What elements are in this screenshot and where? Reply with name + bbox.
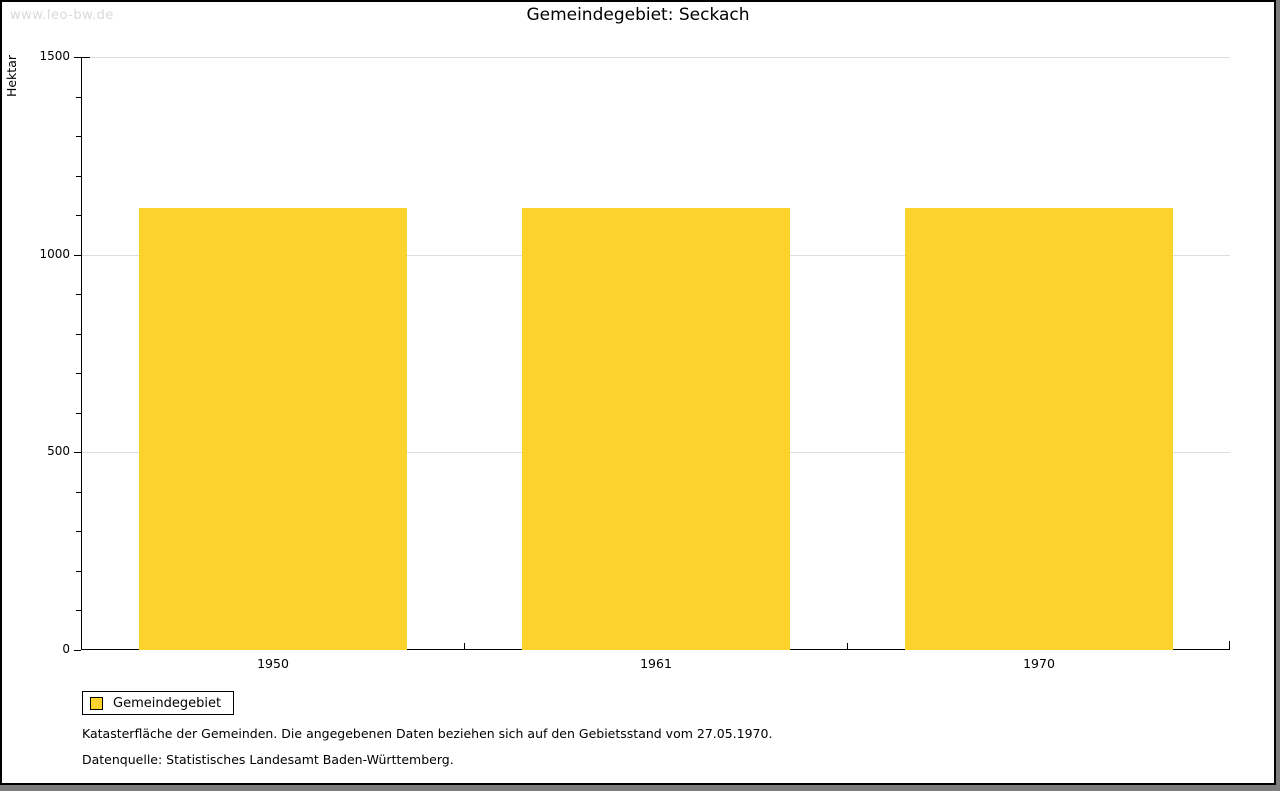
y-tick-minor [76,412,81,414]
footer-source: Datenquelle: Statistisches Landesamt Bad… [82,752,454,767]
legend-label: Gemeindegebiet [113,695,222,711]
y-tick-label: 1000 [39,246,70,261]
x-axis-boundary-tick [464,643,465,650]
bar-1961 [522,208,790,650]
y-tick-minor [76,136,81,138]
y-tick-minor [76,175,81,177]
y-axis-top-cap [81,57,90,58]
bar-1970 [905,208,1173,650]
x-axis-boundary-tick [847,643,848,650]
y-tick-minor [76,96,81,98]
y-tick-major [74,650,81,651]
legend-swatch-icon [90,696,103,710]
y-tick-label: 500 [47,444,70,459]
gridline [82,57,1230,58]
legend-box: Gemeindegebiet [82,691,235,715]
plot-area: 0 500 1000 1500 1950 1961 1970 [39,49,1230,671]
y-axis-line [81,57,82,650]
y-tick-minor [76,333,81,335]
y-tick-minor [76,215,81,217]
y-tick-minor [76,610,81,612]
y-tick-label: 0 [62,642,70,656]
y-tick-minor [76,491,81,493]
x-category-label: 1970 [1023,656,1055,671]
y-tick-major [74,452,81,454]
y-tick-major [74,57,81,58]
x-category-label: 1950 [257,656,289,671]
bar-1950 [139,208,407,650]
y-tick-minor [76,373,81,375]
y-tick-minor [76,570,81,572]
footer-note: Katasterfläche der Gemeinden. Die angege… [82,726,773,741]
x-category-label: 1961 [640,656,672,671]
watermark-text: www.leo-bw.de [10,8,114,23]
y-tick-major [74,254,81,256]
y-tick-minor [76,294,81,296]
chart-title: Gemeindegebiet: Seckach [526,5,750,25]
x-axis-end-cap [1229,641,1230,650]
y-tick-label: 1500 [39,49,70,63]
y-tick-minor [76,531,81,533]
